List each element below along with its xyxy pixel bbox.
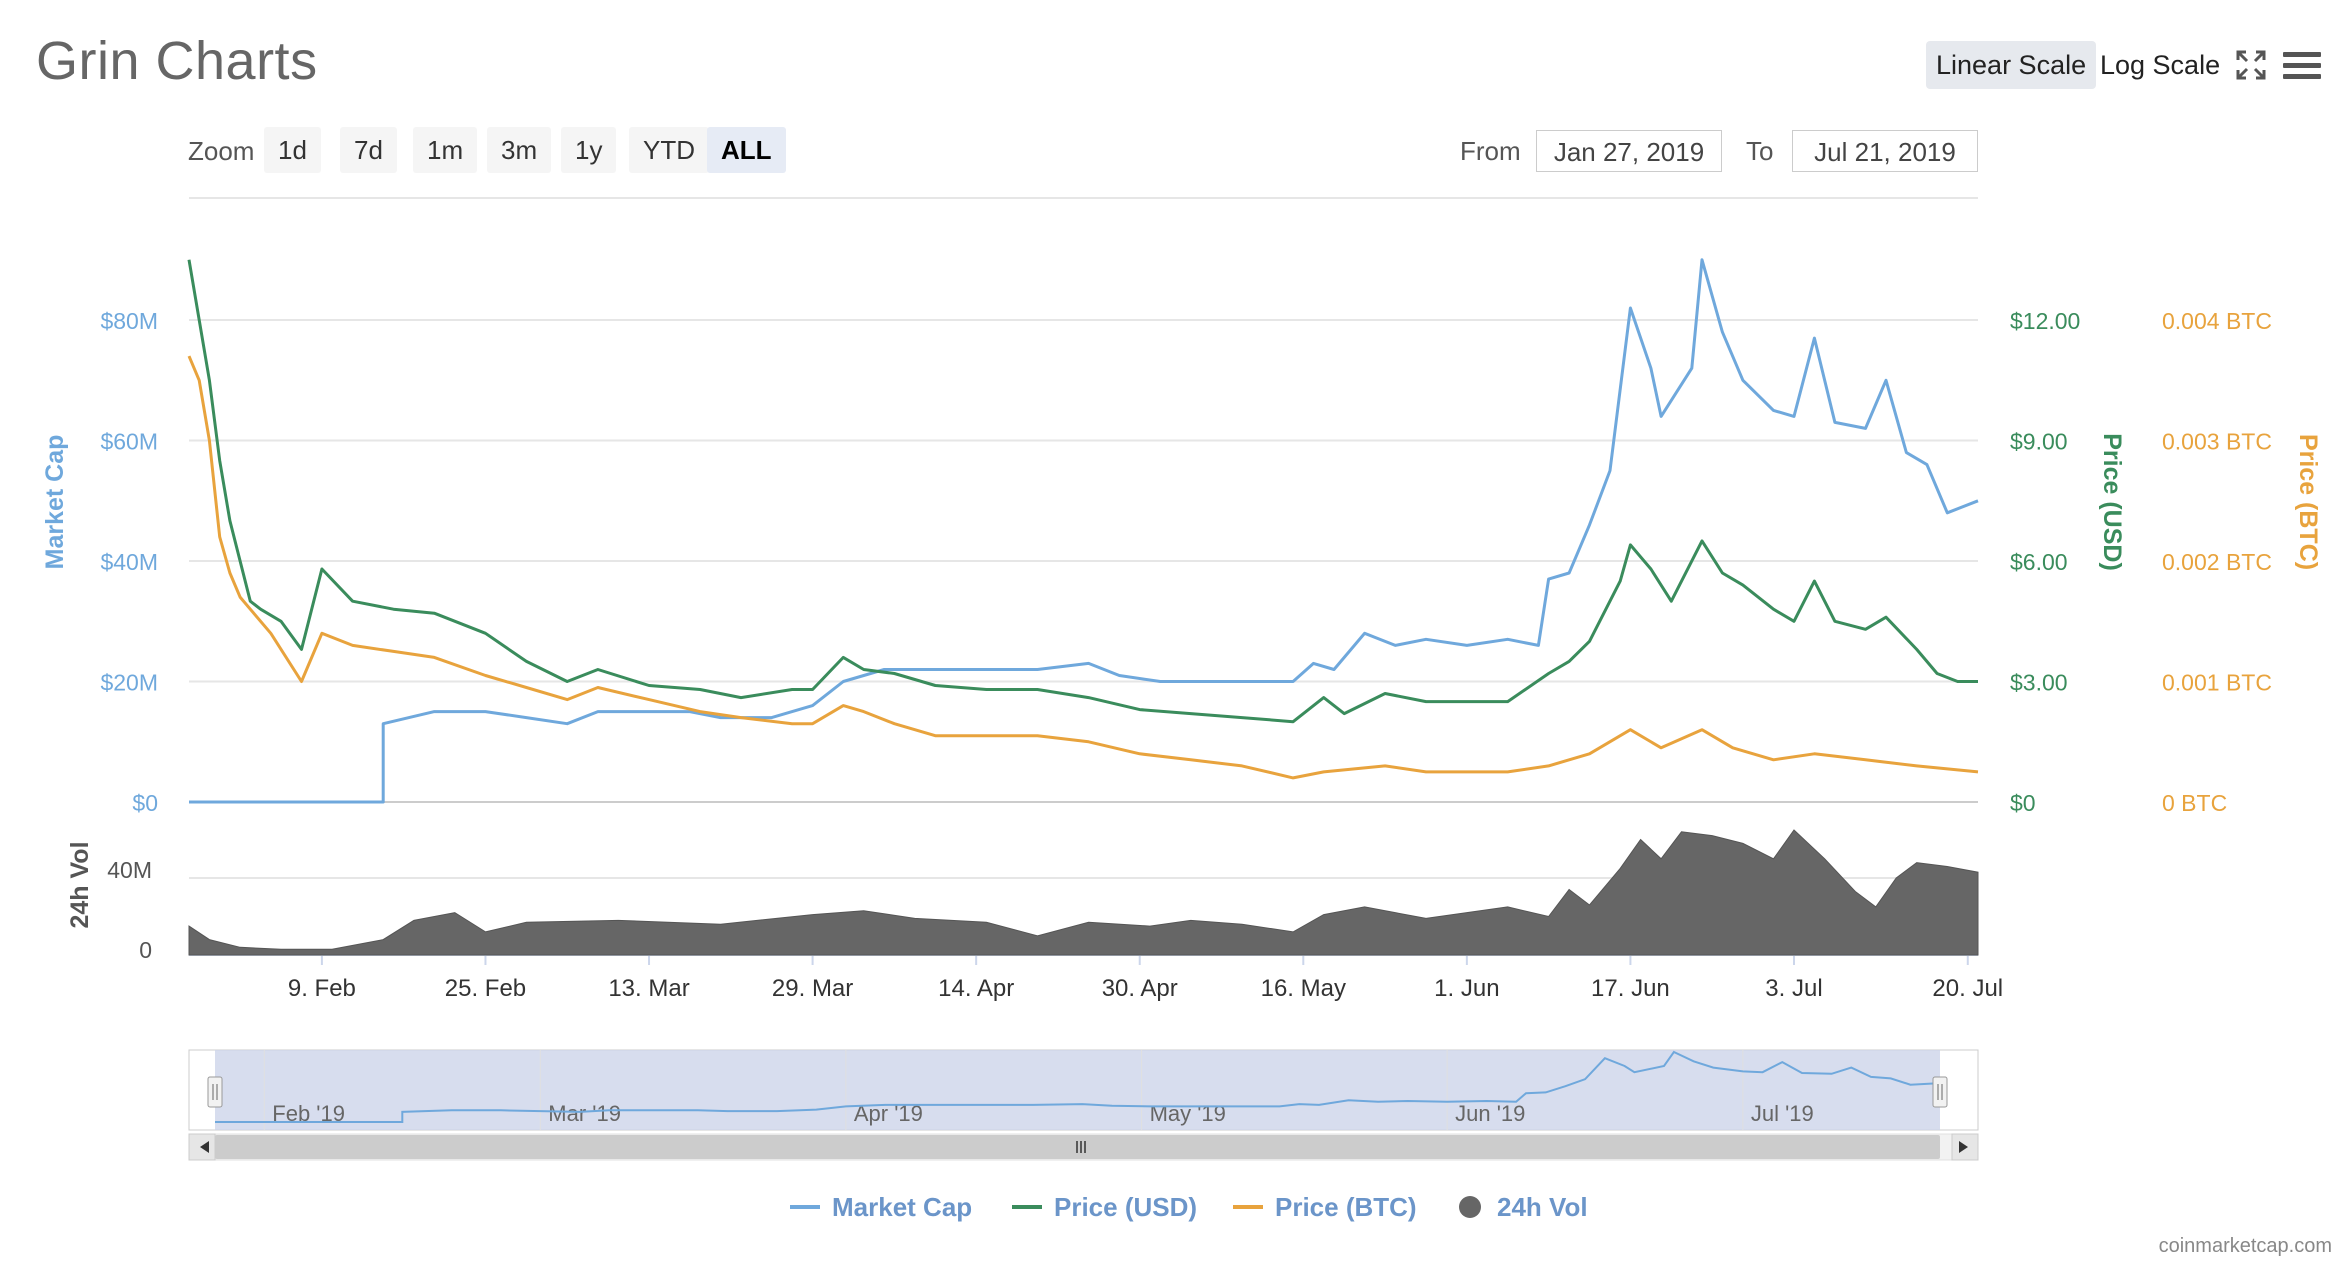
from-date-input[interactable]: Jan 27, 2019 <box>1536 130 1722 172</box>
zoom-3m-button[interactable]: 3m <box>487 127 552 173</box>
market-cap-tick-label: $0 <box>132 790 158 816</box>
legend-item[interactable]: 24h Vol <box>1497 1192 1588 1222</box>
credit-link[interactable]: coinmarketcap.com <box>2158 1235 2332 1257</box>
navigator-label: Jun '19 <box>1455 1101 1525 1126</box>
page-title: Grin Charts <box>36 31 318 91</box>
volume-area-series <box>188 829 1979 956</box>
volume-tick-label: 0 <box>139 937 152 963</box>
navigator-selection[interactable] <box>215 1050 1940 1130</box>
arrow-left-icon <box>200 1141 209 1153</box>
market-cap-line-series <box>189 258 1979 804</box>
x-tick-label: 1. Jun <box>1434 975 1499 1002</box>
zoom-1y-button[interactable]: 1y <box>561 127 617 173</box>
navigator-left-handle[interactable] <box>207 1076 223 1108</box>
price-usd-tick-label: $0 <box>2010 790 2036 816</box>
navigator-right-handle[interactable] <box>1932 1076 1948 1108</box>
navigator-series-line <box>215 1050 1941 1123</box>
price-btc-tick-label: 0 BTC <box>2162 790 2227 816</box>
legend-item[interactable]: Price (BTC) <box>1275 1192 1417 1222</box>
x-tick-label: 16. May <box>1261 975 1346 1002</box>
to-label: To <box>1746 136 1774 166</box>
market-cap-tick-label: $80M <box>100 308 158 334</box>
x-tick-label: 30. Apr <box>1102 975 1178 1002</box>
x-tick-label: 13. Mar <box>608 975 689 1002</box>
zoom-1m-button[interactable]: 1m <box>413 127 478 173</box>
price-btc-tick-label: 0.002 BTC <box>2162 549 2272 575</box>
volume-axis-title: 24h Vol <box>66 841 94 928</box>
price-btc-tick-label: 0.001 BTC <box>2162 670 2272 696</box>
price-btc-axis-title: Price (BTC) <box>2294 434 2322 570</box>
x-tick-label: 3. Jul <box>1765 975 1822 1002</box>
from-label: From <box>1460 136 1521 166</box>
legend-marker-dot[interactable] <box>1459 1196 1481 1218</box>
price-usd-tick-label: $6.00 <box>2010 549 2068 575</box>
legend-item[interactable]: Market Cap <box>832 1192 972 1222</box>
x-tick-label: 17. Jun <box>1591 975 1670 1002</box>
zoom-label: Zoom <box>188 136 255 166</box>
zoom-7d-button[interactable]: 7d <box>340 127 397 173</box>
x-tick-label: 25. Feb <box>445 975 526 1002</box>
price-usd-tick-label: $9.00 <box>2010 429 2068 455</box>
linear-scale-button[interactable]: Linear Scale <box>1926 41 2097 89</box>
navigator-label: Mar '19 <box>548 1101 621 1126</box>
fullscreen-icon[interactable] <box>2236 50 2266 80</box>
price-btc-line-series <box>187 355 1979 780</box>
zoom-1d-button[interactable]: 1d <box>264 127 321 173</box>
navigator-label: May '19 <box>1150 1101 1226 1126</box>
price-usd-line-series <box>187 259 1978 724</box>
arrow-right-icon <box>1959 1141 1968 1153</box>
x-tick-label: 9. Feb <box>288 975 356 1002</box>
to-date-input[interactable]: Jul 21, 2019 <box>1792 130 1978 172</box>
x-tick-label: 29. Mar <box>772 975 853 1002</box>
market-cap-tick-label: $20M <box>100 670 158 696</box>
legend-item[interactable]: Price (USD) <box>1054 1192 1197 1222</box>
navigator-label: Jul '19 <box>1751 1101 1814 1126</box>
market-cap-tick-label: $60M <box>100 429 158 455</box>
zoom-ytd-button[interactable]: YTD <box>629 127 709 173</box>
price-usd-tick-label: $3.00 <box>2010 670 2068 696</box>
price-btc-tick-label: 0.003 BTC <box>2162 429 2272 455</box>
price-btc-tick-label: 0.004 BTC <box>2162 308 2272 334</box>
x-tick-label: 14. Apr <box>938 975 1014 1002</box>
price-usd-tick-label: $12.00 <box>2010 308 2080 334</box>
log-scale-button[interactable]: Log Scale <box>2100 50 2221 80</box>
hamburger-menu-icon[interactable] <box>2283 52 2321 80</box>
market-cap-tick-label: $40M <box>100 549 158 575</box>
market-cap-axis-title: Market Cap <box>41 435 69 570</box>
volume-tick-label: 40M <box>107 857 152 883</box>
zoom-all-button[interactable]: ALL <box>707 127 786 173</box>
x-tick-label: 20. Jul <box>1932 975 2003 1002</box>
price-usd-axis-title: Price (USD) <box>2098 433 2126 571</box>
